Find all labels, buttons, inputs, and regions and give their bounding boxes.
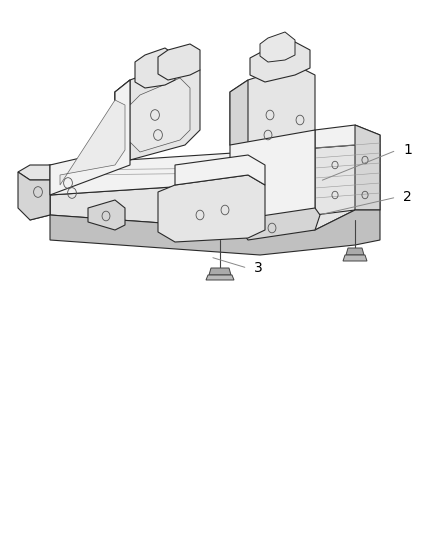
Polygon shape xyxy=(355,125,380,210)
Polygon shape xyxy=(50,145,355,195)
Text: 3: 3 xyxy=(254,261,263,275)
Polygon shape xyxy=(343,255,367,261)
Polygon shape xyxy=(315,125,380,155)
Polygon shape xyxy=(50,175,355,230)
Text: 1: 1 xyxy=(403,143,412,157)
Polygon shape xyxy=(230,80,248,155)
Polygon shape xyxy=(60,100,125,185)
Polygon shape xyxy=(315,145,380,215)
Polygon shape xyxy=(250,42,310,82)
Polygon shape xyxy=(230,65,315,155)
Polygon shape xyxy=(346,248,364,255)
Polygon shape xyxy=(230,130,315,230)
Text: 2: 2 xyxy=(403,190,412,204)
Polygon shape xyxy=(130,78,190,152)
Polygon shape xyxy=(30,165,50,220)
Polygon shape xyxy=(88,200,125,230)
Polygon shape xyxy=(115,80,130,160)
Polygon shape xyxy=(158,44,200,80)
Polygon shape xyxy=(135,48,175,88)
Polygon shape xyxy=(18,172,50,220)
Polygon shape xyxy=(115,60,200,160)
Polygon shape xyxy=(175,155,265,185)
Polygon shape xyxy=(209,268,231,275)
Polygon shape xyxy=(50,80,130,195)
Polygon shape xyxy=(50,210,380,255)
Polygon shape xyxy=(242,208,320,240)
Polygon shape xyxy=(18,165,50,180)
Polygon shape xyxy=(206,275,234,280)
Polygon shape xyxy=(158,175,265,242)
Polygon shape xyxy=(260,32,295,62)
